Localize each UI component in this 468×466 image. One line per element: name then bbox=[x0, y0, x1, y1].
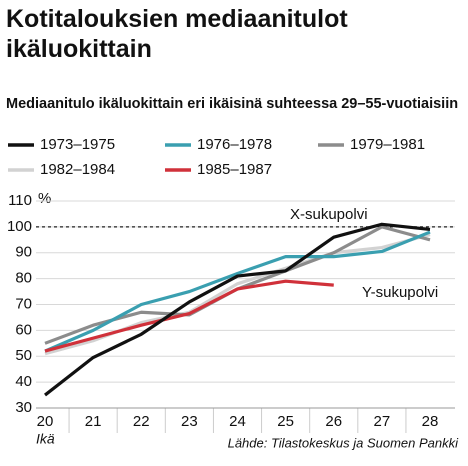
legend-label: 1982–1984 bbox=[40, 161, 115, 178]
x-tick-label: 27 bbox=[374, 413, 391, 430]
chart-subtitle: Mediaanitulo ikäluokittain eri ikäisinä … bbox=[6, 96, 458, 112]
legend-label: 1976–1978 bbox=[197, 136, 272, 153]
x-tick-label: 23 bbox=[181, 413, 198, 430]
series-line bbox=[44, 222, 431, 397]
x-axis-label: Ikä bbox=[36, 431, 55, 447]
y-tick-label: 110 bbox=[8, 192, 32, 209]
x-tick-label: 20 bbox=[37, 413, 54, 430]
annotation: Y-sukupolvi bbox=[362, 284, 438, 301]
source: Lähde: Tilastokeskus ja Suomen Pankki bbox=[228, 435, 460, 450]
y-tick-label: 70 bbox=[15, 295, 32, 312]
y-tick-label: 50 bbox=[15, 347, 32, 364]
series-line bbox=[44, 279, 334, 353]
legend-label: 1979–1981 bbox=[350, 136, 425, 153]
y-tick-label: 100 bbox=[7, 218, 32, 235]
x-tick-label: 26 bbox=[325, 413, 342, 430]
y-tick-label: 40 bbox=[15, 373, 32, 390]
y-tick-label: 80 bbox=[15, 270, 32, 287]
x-tick-label: 28 bbox=[422, 413, 439, 430]
series-line bbox=[44, 230, 431, 353]
y-axis-label: % bbox=[38, 190, 51, 207]
chart-title: Kotitalouksien mediaanitulot ikäluokittai… bbox=[6, 5, 348, 63]
x-tick-label: 21 bbox=[85, 413, 102, 430]
y-tick-label: 60 bbox=[15, 321, 32, 338]
x-tick-label: 25 bbox=[277, 413, 294, 430]
x-tick-label: 24 bbox=[229, 413, 246, 430]
x-tick-label: 22 bbox=[133, 413, 150, 430]
annotation: X-sukupolvi bbox=[290, 206, 368, 223]
legend-label: 1985–1987 bbox=[197, 161, 272, 178]
y-tick-label: 30 bbox=[15, 399, 32, 416]
legend-label: 1973–1975 bbox=[40, 136, 115, 153]
y-tick-label: 90 bbox=[15, 244, 32, 261]
